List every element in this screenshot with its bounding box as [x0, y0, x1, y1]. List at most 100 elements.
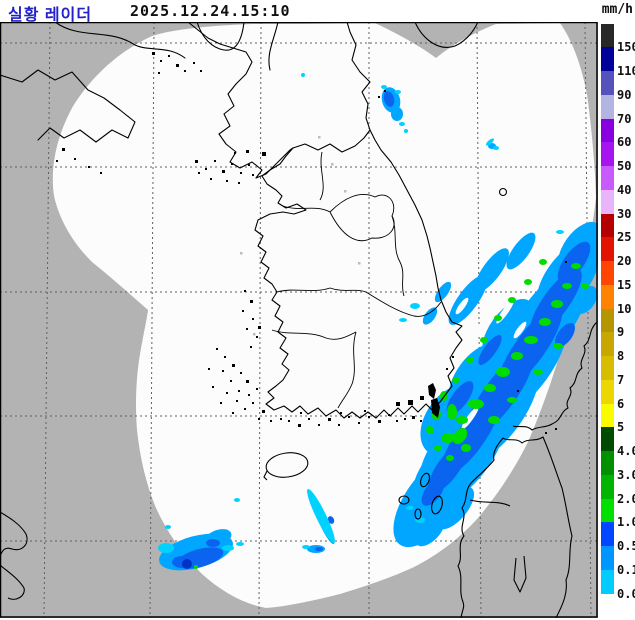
map-border	[0, 22, 598, 618]
legend-tick-label: 4.0	[617, 444, 635, 458]
rain-cell-cyan	[493, 146, 499, 150]
island-speck	[358, 422, 360, 424]
island-speck	[280, 418, 282, 420]
rain-cell-medium	[557, 241, 591, 283]
legend-tick-label: 15	[617, 277, 632, 292]
island-speck	[236, 400, 238, 402]
legend-color-swatch	[601, 451, 614, 476]
island-speck	[240, 372, 242, 374]
rain-cell-green	[507, 397, 517, 403]
island-speck	[318, 424, 320, 426]
legend-tick-label: 6	[617, 396, 625, 411]
rain-cell-green	[524, 279, 532, 285]
legend-color-swatch	[601, 189, 614, 214]
rain-cell-green	[480, 337, 488, 343]
rain-cell-green	[496, 367, 510, 377]
legend-color-swatch	[601, 166, 614, 191]
rain-layer-navy	[182, 559, 192, 569]
rain-cell-light	[572, 285, 598, 315]
terrain-speck	[331, 163, 334, 166]
legend-color-swatch	[601, 308, 614, 333]
terrain-speck	[344, 190, 347, 193]
island-speck	[378, 420, 381, 423]
rain-cell-light	[415, 517, 445, 547]
rain-cell-cyan	[404, 129, 408, 133]
rain-cell-green	[426, 426, 434, 434]
rain-cell-light	[422, 307, 438, 325]
island-speck	[384, 90, 386, 92]
legend-tick-label: 60	[617, 135, 632, 150]
legend-color-swatch	[601, 332, 614, 357]
legend-tick-label: 70	[617, 111, 632, 126]
island-speck	[210, 178, 212, 180]
island-speck	[388, 414, 390, 416]
island-speck	[158, 72, 160, 74]
rain-cell-green	[484, 384, 496, 392]
legend-unit-label: mm/h	[601, 2, 633, 17]
rain-cell-green	[539, 318, 551, 326]
island-speck	[234, 152, 236, 154]
island-speck	[262, 410, 265, 413]
rain-cell-green	[456, 416, 468, 424]
island-speck	[238, 390, 240, 392]
island-speck	[420, 396, 424, 400]
legend-tick-label: 2.0	[617, 491, 635, 506]
island-speck	[258, 326, 261, 329]
island-speck	[74, 158, 76, 160]
island-speck	[348, 416, 350, 418]
island-speck	[252, 318, 254, 320]
legend-tick-label: 5	[617, 420, 625, 435]
island-speck	[231, 163, 233, 165]
rain-cell-cyan	[410, 303, 420, 309]
rain-cell-medium	[421, 478, 445, 506]
terrain-speck	[318, 136, 321, 139]
rain-cell-green	[581, 283, 589, 289]
rain-cell-cyan	[158, 543, 174, 553]
island-speck	[226, 392, 228, 394]
rain-cell-medium	[497, 353, 533, 403]
island-speck	[222, 170, 225, 173]
rain-cell-cyan	[307, 488, 335, 544]
rain-cell-light	[506, 232, 536, 270]
rain-cell-light	[435, 486, 475, 530]
island-speck	[193, 62, 195, 64]
radar-map	[0, 22, 598, 618]
island-speck	[368, 416, 370, 418]
legend-tick-label: 25	[617, 230, 632, 245]
rain-cell-cyan	[165, 525, 171, 529]
island-speck	[270, 420, 272, 422]
rain-cell-green	[461, 444, 471, 452]
rain-cell-green	[447, 404, 457, 420]
island-speck	[256, 336, 258, 338]
legend-color-swatch	[601, 427, 614, 452]
rain-cell-cyan	[381, 85, 387, 89]
ulleungdo-island	[498, 187, 508, 197]
island-speck	[62, 148, 65, 151]
legend-tick-label: 90	[617, 87, 632, 102]
island-speck	[404, 418, 406, 420]
legend-color-swatch	[601, 593, 614, 618]
japan-coastlines	[457, 321, 598, 618]
legend-color-swatch	[601, 356, 614, 381]
rain-layer-cyan	[158, 73, 564, 553]
rain-cell-medium	[478, 335, 502, 365]
island-speck	[160, 60, 162, 62]
island-speck	[555, 428, 557, 430]
legend-color-swatch	[601, 47, 614, 72]
legend-color-swatch	[601, 94, 614, 119]
legend-tick-label: 40	[617, 182, 632, 197]
island-speck	[248, 394, 250, 396]
legend-color-swatch	[601, 498, 614, 523]
island-speck	[300, 412, 302, 414]
island-speck	[378, 96, 380, 98]
island-speck	[56, 160, 58, 162]
island-speck	[412, 416, 415, 419]
legend-color-swatch	[601, 379, 614, 404]
jeju-island	[265, 452, 309, 478]
island-speck	[396, 420, 398, 422]
rain-cell-medium	[315, 547, 323, 551]
island-speck	[364, 410, 366, 412]
legend-color-swatch	[601, 569, 614, 594]
island-speck	[262, 152, 266, 156]
rain-cell-cyan	[301, 73, 305, 77]
